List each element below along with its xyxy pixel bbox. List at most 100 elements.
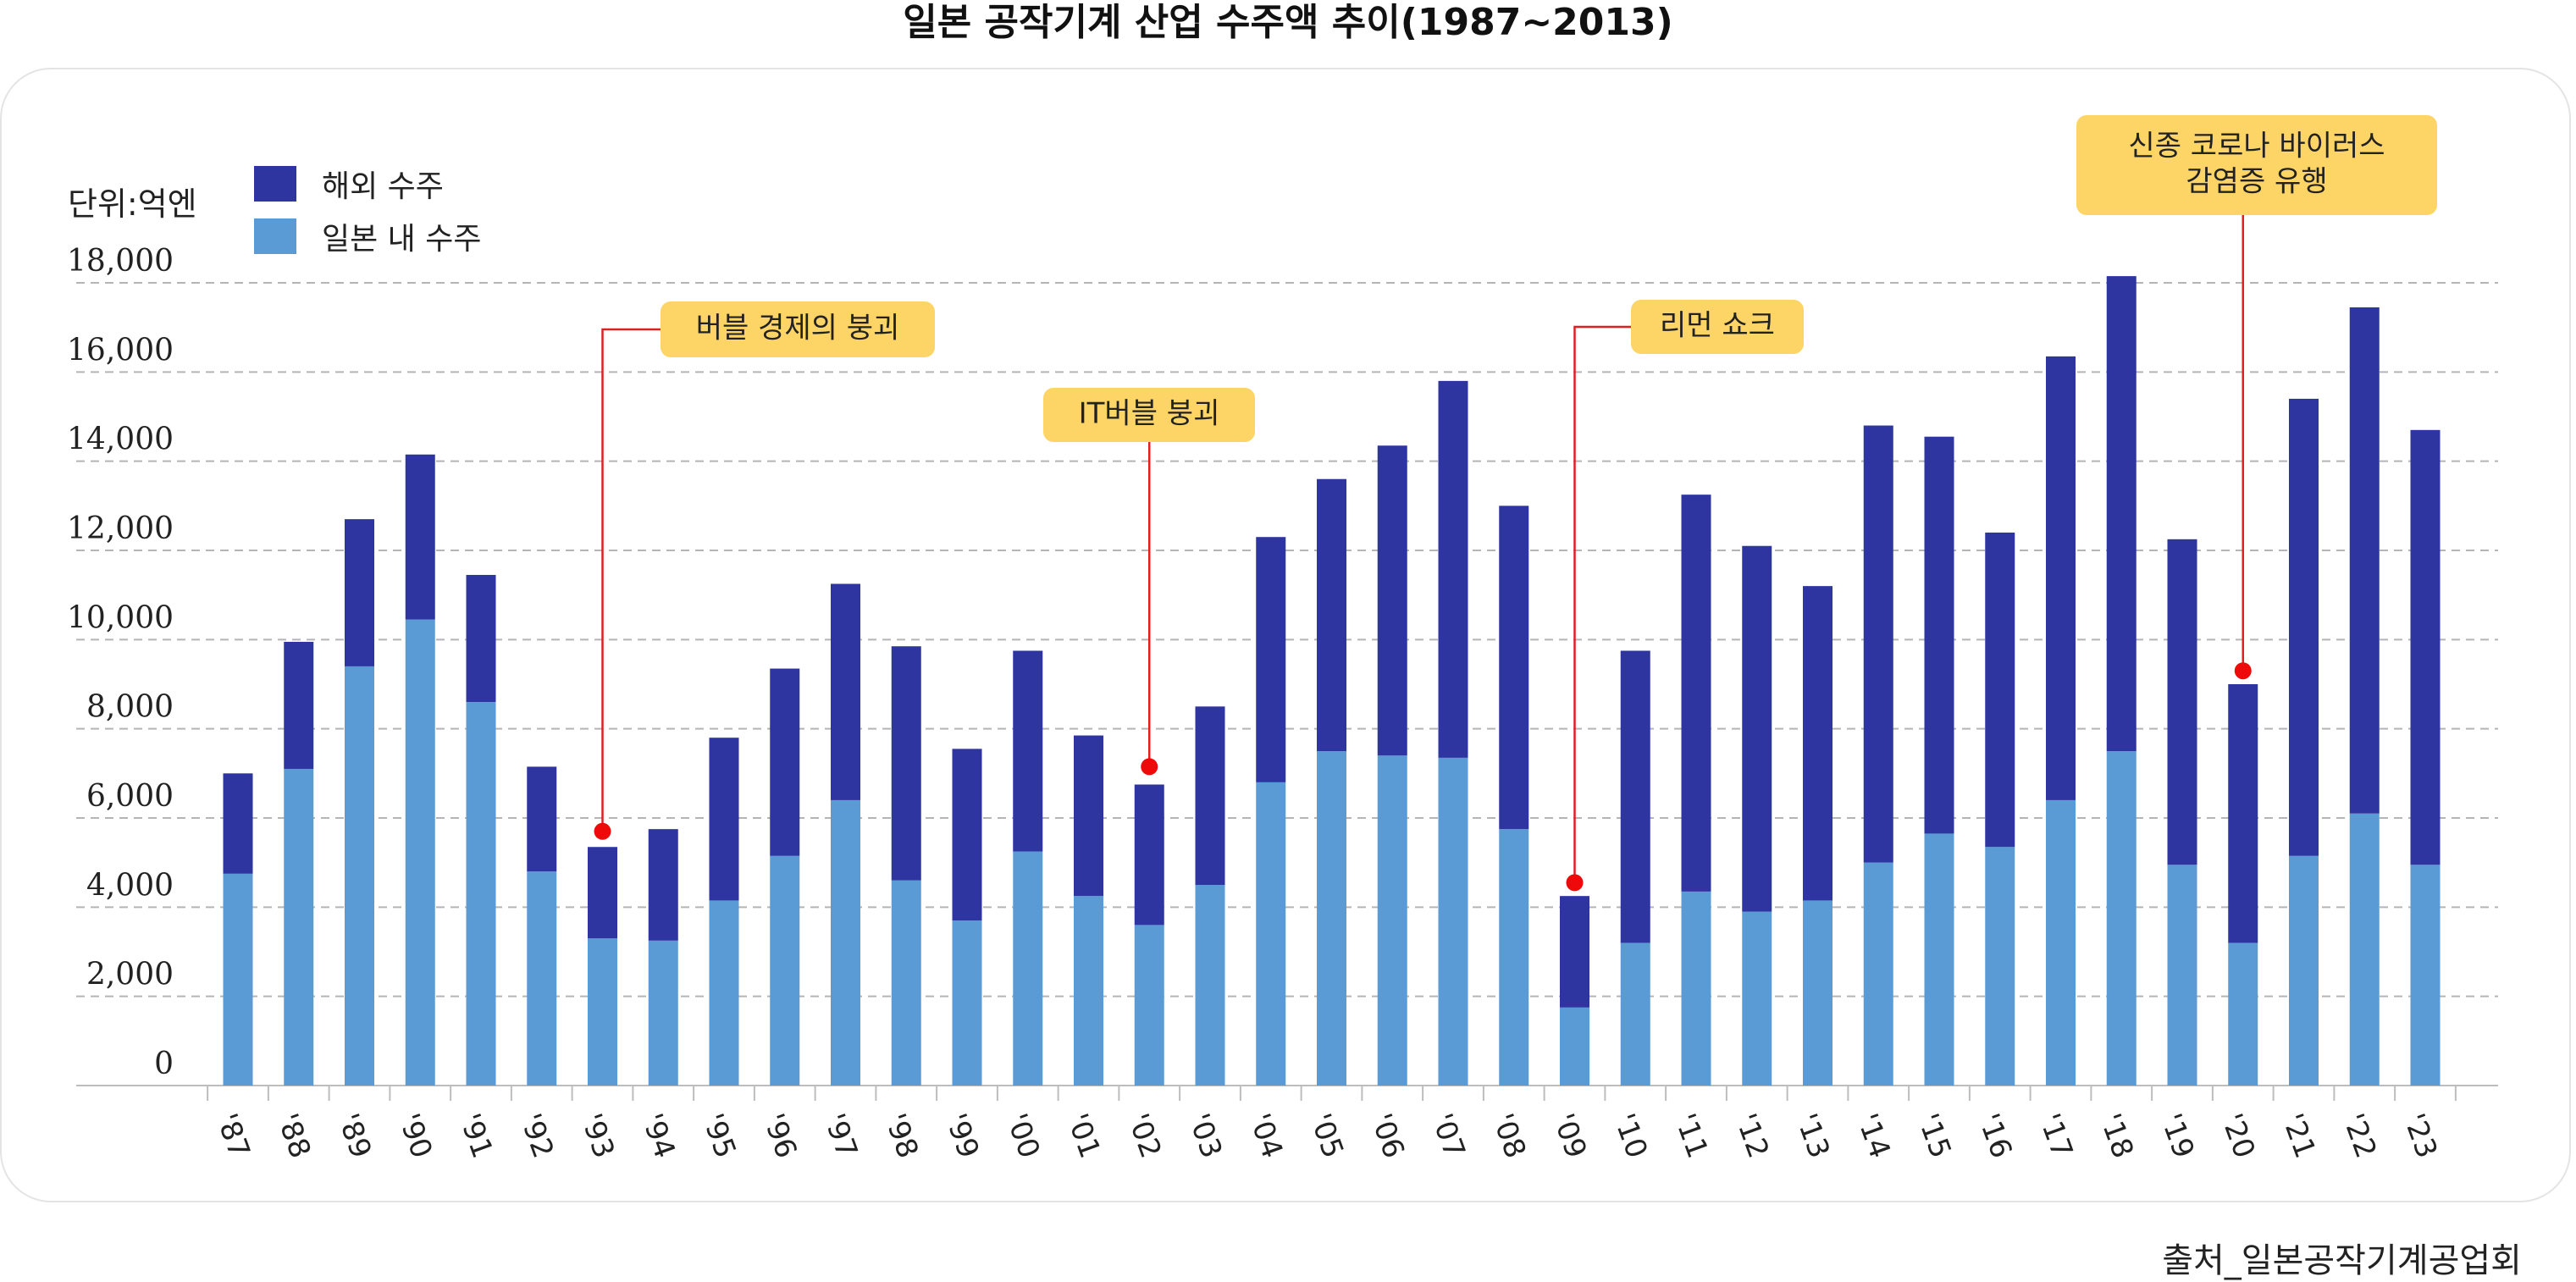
bar-domestic: [1560, 1007, 1589, 1086]
bar-overseas: [2167, 539, 2197, 865]
x-tick-label: '87: [209, 1109, 257, 1163]
x-tick-label: '10: [1606, 1109, 1654, 1163]
x-tick-label: '18: [2092, 1109, 2140, 1163]
bar-domestic: [709, 900, 739, 1086]
bar-overseas: [1195, 706, 1225, 885]
y-tick-label: 6,000: [86, 779, 174, 814]
annotation-box: [1043, 388, 1255, 442]
bar-domestic: [405, 619, 435, 1086]
bar-overseas: [2289, 398, 2319, 856]
x-tick-label: '01: [1060, 1109, 1108, 1163]
x-tick-label: '98: [877, 1109, 925, 1163]
annotation-box: [2076, 115, 2437, 215]
x-tick-label: '17: [2032, 1109, 2080, 1163]
bar-overseas: [2349, 307, 2380, 814]
x-tick-label: '95: [695, 1109, 743, 1163]
annotation-marker: [594, 822, 611, 840]
legend-item-domestic: 일본 내 수주: [254, 210, 482, 262]
bar-overseas: [1074, 735, 1103, 897]
bar-overseas: [527, 766, 557, 872]
bar-domestic: [1681, 891, 1711, 1086]
x-tick-label: '94: [634, 1109, 682, 1163]
bar-overseas: [1499, 506, 1529, 830]
bar-overseas: [1681, 495, 1711, 892]
bar-overseas: [1742, 545, 1772, 912]
bar-domestic: [1985, 847, 2015, 1086]
bar-domestic: [1074, 896, 1103, 1086]
bar-overseas: [1924, 436, 1954, 834]
x-tick-label: '14: [1849, 1109, 1897, 1163]
legend-label-overseas: 해외 수주: [322, 169, 444, 204]
annotation-label: 버블 경제의 붕괴: [696, 312, 900, 345]
bar-overseas: [648, 829, 678, 941]
legend-item-overseas: 해외 수주: [254, 157, 482, 210]
bar-overseas: [1863, 425, 1893, 863]
x-tick-label: '93: [574, 1109, 622, 1163]
bar-overseas: [284, 641, 314, 770]
x-tick-label: '05: [1303, 1109, 1351, 1163]
x-tick-label: '90: [391, 1109, 439, 1163]
bar-domestic: [1742, 911, 1772, 1086]
x-tick-label: '02: [1120, 1109, 1168, 1163]
annotation-box: [1631, 300, 1804, 354]
bar-domestic: [831, 799, 860, 1086]
bar-domestic: [2410, 865, 2441, 1086]
x-tick-label: '21: [2275, 1109, 2323, 1163]
annotation-label: 신종 코로나 바이러스: [2128, 130, 2385, 163]
y-tick-label: 0: [154, 1047, 174, 1081]
bar-overseas: [2046, 356, 2076, 800]
bar-overseas: [1438, 380, 1468, 758]
annotation-label: 리먼 쇼크: [1660, 309, 1775, 343]
bar-domestic: [1317, 751, 1346, 1086]
y-tick-label: 2,000: [86, 958, 174, 992]
annotation-marker: [1566, 874, 1584, 892]
bar-overseas: [2228, 684, 2258, 943]
x-tick-label: '13: [1789, 1109, 1837, 1163]
bar-domestic: [2349, 813, 2380, 1086]
source-note: 출처_일본공작기계공업회: [2162, 1241, 2522, 1280]
x-tick-label: '97: [817, 1109, 865, 1163]
x-tick-label: '92: [513, 1109, 561, 1163]
annotation-marker: [2234, 662, 2252, 680]
bar-domestic: [1863, 862, 1893, 1086]
x-tick-label: '89: [331, 1109, 379, 1163]
bar-domestic: [1499, 829, 1529, 1086]
bar-overseas: [2106, 276, 2137, 752]
x-tick-label: '19: [2153, 1109, 2201, 1163]
y-tick-label: 16,000: [67, 333, 174, 367]
annotation-leader-line: [601, 328, 661, 832]
bar-overseas: [345, 519, 374, 666]
bar-overseas: [1134, 784, 1164, 926]
x-tick-label: '00: [999, 1109, 1047, 1163]
x-tick-label: '16: [1971, 1109, 2019, 1163]
annotation-marker: [1141, 758, 1158, 776]
bar-overseas: [831, 583, 860, 800]
y-tick-label: 12,000: [67, 511, 174, 546]
x-tick-label: '03: [1181, 1109, 1229, 1163]
y-tick-label: 8,000: [86, 690, 174, 725]
chart-title: 일본 공작기계 산업 수주액 추이(1987~2013): [903, 1, 1673, 44]
legend-swatch-domestic: [254, 218, 296, 254]
x-tick-label: '12: [1728, 1109, 1776, 1163]
bar-domestic: [1256, 782, 1286, 1086]
annotation-label: IT버블 붕괴: [1079, 397, 1220, 431]
unit-label: 단위:억엔: [68, 185, 197, 223]
bar-overseas: [1013, 650, 1043, 852]
bar-domestic: [1134, 925, 1164, 1086]
bar-domestic: [2046, 799, 2076, 1086]
legend: 해외 수주 일본 내 수주: [254, 157, 482, 262]
bar-domestic: [2167, 865, 2197, 1086]
x-tick-label: '23: [2396, 1109, 2444, 1163]
x-tick-label: '22: [2336, 1109, 2383, 1163]
bar-overseas: [891, 646, 921, 881]
y-tick-label: 14,000: [67, 423, 174, 457]
bar-overseas: [709, 738, 739, 901]
x-tick-label: '09: [1546, 1109, 1594, 1163]
bar-overseas: [466, 574, 496, 703]
bar-domestic: [466, 702, 496, 1086]
x-tick-label: '08: [1485, 1109, 1533, 1163]
x-tick-label: '06: [1363, 1109, 1411, 1163]
x-tick-label: '96: [756, 1109, 804, 1163]
bar-domestic: [527, 871, 557, 1086]
